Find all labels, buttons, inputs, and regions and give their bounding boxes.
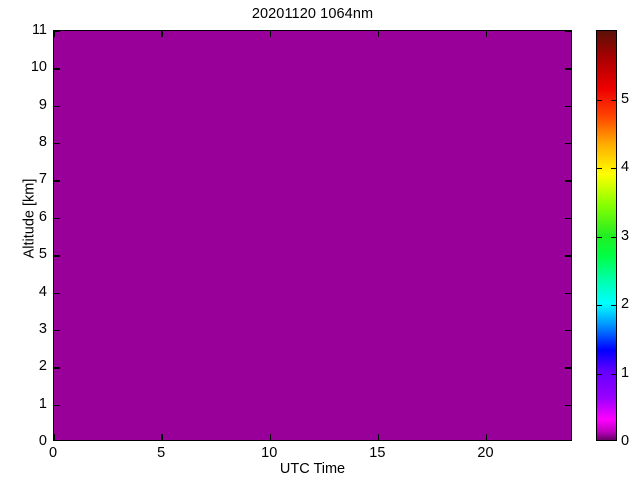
colorbar-tick-label: 2: [621, 296, 630, 312]
y-tick-label: 7: [38, 171, 47, 188]
y-tick-mark: [54, 31, 60, 33]
y-tick-label: 11: [31, 22, 47, 38]
colorbar-tick-mark: [597, 373, 602, 375]
colorbar-tick-mark: [597, 236, 602, 238]
x-tick-label: 0: [48, 445, 58, 461]
y-tick-label: 2: [38, 358, 47, 375]
x-tick-label: 10: [261, 445, 278, 461]
y-tick-mark-right: [565, 329, 571, 332]
heatmap-surface: [54, 31, 571, 440]
colorbar-tick-mark-right: [611, 99, 616, 101]
colorbar-tick-mark-right: [611, 305, 616, 307]
y-tick-label: 6: [38, 208, 47, 225]
colorbar-tick-label: 0: [621, 433, 630, 449]
x-tick-label: 15: [369, 445, 386, 461]
y-tick-mark: [54, 180, 60, 182]
y-tick-mark-right: [565, 404, 571, 407]
colorbar-tick-label: 5: [621, 90, 630, 107]
y-tick-mark: [54, 217, 60, 220]
colorbar-tick-mark-right: [611, 373, 616, 375]
y-tick-label: 3: [38, 320, 47, 337]
y-tick-mark-right: [565, 255, 571, 257]
colorbar-tick-mark: [597, 168, 602, 170]
y-tick-mark: [54, 105, 60, 108]
x-tick-mark: [485, 434, 488, 440]
y-tick-mark-right: [565, 180, 571, 182]
x-tick-mark-top: [269, 31, 271, 37]
x-tick-mark-top: [54, 31, 55, 37]
x-tick-mark: [54, 434, 55, 440]
y-axis-label: Altitude [km]: [21, 178, 38, 259]
y-tick-label: 10: [30, 59, 47, 76]
y-tick-mark-right: [565, 143, 571, 145]
colorbar-tick-label: 3: [621, 227, 630, 244]
colorbar-tick-mark-right: [611, 236, 616, 238]
y-tick-mark-right: [565, 367, 571, 369]
y-tick-label: 0: [38, 433, 47, 449]
x-axis-label: UTC Time: [279, 461, 346, 477]
colorbar-tick-mark-right: [611, 168, 616, 170]
y-tick-mark-right: [565, 292, 571, 294]
x-tick-mark: [161, 434, 163, 440]
y-tick-mark: [54, 367, 60, 369]
plot-axes[interactable]: [53, 30, 572, 441]
y-tick-mark-right: [565, 105, 571, 108]
y-tick-mark: [54, 68, 60, 70]
y-tick-mark: [54, 255, 60, 257]
x-tick-mark: [269, 434, 271, 440]
colorbar-tick-label: 4: [621, 159, 630, 175]
x-tick-label: 5: [157, 445, 166, 461]
y-tick-mark: [54, 404, 60, 407]
y-tick-label: 1: [38, 395, 47, 412]
colorbar[interactable]: [596, 30, 617, 441]
y-tick-label: 8: [38, 134, 47, 151]
y-tick-mark-right: [565, 31, 571, 33]
colorbar-tick-label: 1: [621, 364, 630, 381]
y-tick-label: 4: [38, 283, 47, 300]
x-tick-label: 20: [477, 445, 494, 461]
chart-title: 20201120 1064nm: [251, 6, 374, 22]
y-tick-mark: [54, 143, 60, 145]
y-tick-label: 5: [38, 246, 47, 263]
colorbar-gradient: [597, 31, 616, 440]
y-tick-mark-right: [565, 217, 571, 220]
x-tick-mark-top: [377, 31, 380, 37]
y-tick-mark: [54, 329, 60, 332]
x-tick-mark: [377, 434, 380, 440]
y-tick-mark: [54, 292, 60, 294]
y-tick-label: 9: [38, 96, 47, 113]
x-tick-mark-top: [485, 31, 488, 37]
y-tick-mark-right: [565, 68, 571, 70]
colorbar-tick-mark: [597, 99, 602, 101]
colorbar-tick-mark: [597, 305, 602, 307]
x-tick-mark-top: [161, 31, 163, 37]
